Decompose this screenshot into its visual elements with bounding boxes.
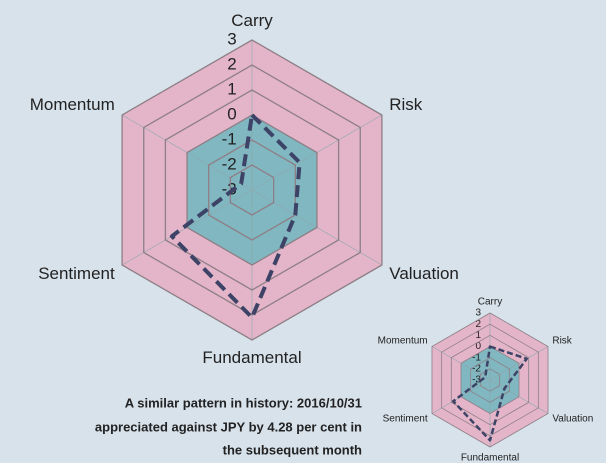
category-label: Valuation xyxy=(552,414,593,425)
grid-ring xyxy=(479,368,501,392)
r-tick-label: 3 xyxy=(227,29,236,48)
r-tick-label: 1 xyxy=(227,79,236,98)
r-tick-label: 0 xyxy=(227,104,236,123)
r-tick-label: 1 xyxy=(475,330,481,341)
annotation-line: appreciated against JPY by 4.28 per cent… xyxy=(95,419,362,434)
r-tick-label: 2 xyxy=(227,54,236,73)
grid-ring xyxy=(164,89,340,291)
annotation-line: the subsequent month xyxy=(223,442,362,457)
grid-ring xyxy=(208,139,296,241)
r-tick-label: -3 xyxy=(472,375,481,386)
category-label: Carry xyxy=(231,11,273,30)
grid-ring xyxy=(441,323,539,437)
grid-ring xyxy=(460,346,520,414)
r-tick-label: -2 xyxy=(222,154,237,173)
grid-ring xyxy=(470,357,510,403)
r-tick-label: -3 xyxy=(222,179,237,198)
r-tick-label: -1 xyxy=(222,129,237,148)
category-label: Carry xyxy=(478,297,502,308)
category-label: Sentiment xyxy=(38,264,115,283)
series-line xyxy=(169,113,302,320)
category-label: Momentum xyxy=(30,95,115,114)
category-label: Fundamental xyxy=(461,453,519,463)
category-label: Fundamental xyxy=(202,348,301,367)
grid-ring xyxy=(229,164,275,216)
r-tick-label: 3 xyxy=(475,308,481,319)
r-tick-label: -2 xyxy=(472,363,481,374)
category-label: Risk xyxy=(552,336,572,347)
r-tick-label: -1 xyxy=(472,352,481,363)
r-tick-label: 0 xyxy=(475,341,481,352)
grid-ring xyxy=(186,114,318,266)
r-tick-label: 2 xyxy=(475,319,481,330)
annotation-line: A similar pattern in history: 2016/10/31 xyxy=(125,395,362,410)
category-label: Sentiment xyxy=(383,414,428,425)
category-label: Valuation xyxy=(389,264,459,283)
series-line xyxy=(452,345,528,442)
grid-ring xyxy=(121,39,383,341)
category-label: Momentum xyxy=(378,336,428,347)
grid-ring xyxy=(431,312,549,448)
category-label: Risk xyxy=(389,95,423,114)
grid-ring xyxy=(143,64,361,316)
grid-ring xyxy=(450,334,530,426)
